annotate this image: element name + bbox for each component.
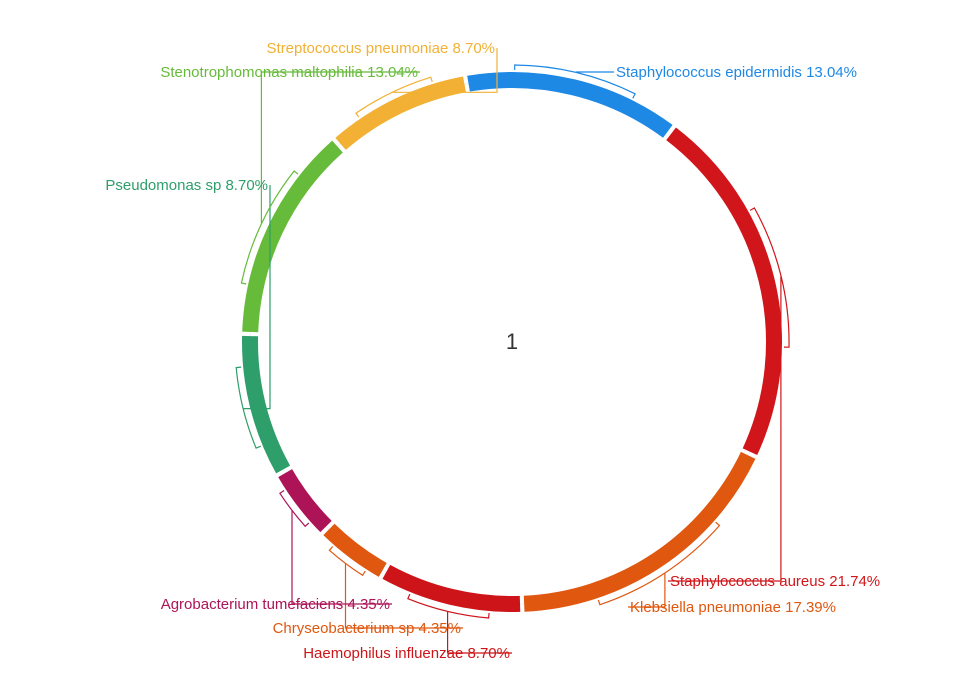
donut-slice[interactable]: [242, 140, 343, 333]
slice-label: Stenotrophomonas maltophilia 13.04%: [160, 64, 418, 81]
donut-slice[interactable]: [242, 335, 291, 474]
slice-leader-line: [514, 64, 636, 99]
slice-label: Staphylococcus aureus 21.74%: [670, 573, 880, 590]
slice-label: Agrobacterium tumefaciens 4.35%: [161, 596, 390, 613]
slice-leader-line: [668, 207, 790, 582]
slice-label: Streptococcus pneumoniae 8.70%: [267, 40, 495, 57]
slice-leader-line: [407, 593, 512, 654]
slice-leader-line: [235, 185, 271, 449]
slice-label: Pseudomonas sp 8.70%: [105, 177, 268, 194]
donut-slice[interactable]: [323, 523, 387, 577]
donut-slice[interactable]: [335, 76, 466, 150]
slice-label: Chryseobacterium sp 4.35%: [273, 620, 461, 637]
chart-leader-lines: [235, 48, 790, 654]
slice-leader-line: [279, 490, 392, 605]
donut-slice[interactable]: [382, 564, 521, 612]
donut-slice[interactable]: [278, 468, 332, 533]
slice-leader-line: [597, 521, 721, 608]
slice-leader-line: [355, 48, 498, 118]
donut-slice[interactable]: [523, 451, 756, 612]
chart-labels: Staphylococcus epidermidis 13.04% Staphyl…: [105, 40, 880, 662]
slice-label: Haemophilus influenzae 8.70%: [303, 645, 510, 662]
donut-slice[interactable]: [666, 127, 782, 456]
slice-leader-line: [240, 71, 420, 285]
slice-leader-line: [328, 546, 463, 629]
chart-arcs: [242, 72, 782, 612]
center-label: 1: [506, 329, 518, 354]
slice-label: Staphylococcus epidermidis 13.04%: [616, 64, 857, 81]
donut-slice[interactable]: [467, 72, 673, 138]
slice-label: Klebsiella pneumoniae 17.39%: [630, 599, 836, 616]
